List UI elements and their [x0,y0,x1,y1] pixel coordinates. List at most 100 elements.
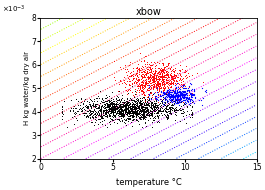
Point [128,105,132,108]
Point [158,109,162,112]
Point [143,84,147,87]
Point [151,106,156,109]
Point [119,99,123,102]
Point [75,110,79,113]
Point [142,58,146,61]
Point [117,109,122,112]
Point [108,102,112,105]
Point [179,82,184,85]
Point [91,103,95,106]
Point [169,75,173,78]
Point [169,112,173,115]
Point [184,113,188,116]
Point [146,68,151,71]
Point [156,98,160,101]
Point [125,117,129,120]
Point [165,84,169,87]
Point [161,82,165,85]
Point [103,106,108,109]
Point [135,111,139,114]
Point [124,110,129,113]
Point [123,85,127,88]
Point [168,93,173,96]
Point [122,102,127,105]
Point [165,90,169,93]
Point [127,109,131,112]
Point [135,104,139,107]
Point [127,101,131,104]
Point [82,113,86,116]
Point [99,105,103,108]
Point [110,103,114,106]
Point [117,98,121,101]
Point [107,120,112,124]
Point [146,81,150,84]
Point [160,78,164,82]
Point [167,97,171,100]
Point [164,115,168,118]
Point [173,82,177,85]
Point [108,123,112,126]
Point [142,93,146,96]
Point [130,112,134,115]
Point [60,111,64,114]
Point [141,85,145,88]
Point [126,102,130,105]
Point [178,95,182,98]
Point [73,113,77,116]
Point [118,78,122,81]
Point [165,90,169,93]
Point [129,112,134,115]
Point [109,102,113,105]
Point [144,61,149,64]
Point [131,106,135,109]
Point [169,97,173,100]
Point [127,117,131,120]
Point [60,115,64,118]
Point [132,111,137,114]
Point [142,110,146,113]
Point [121,113,125,116]
Point [147,68,151,71]
Point [178,96,182,99]
Point [159,80,163,83]
Point [130,110,135,113]
Point [111,109,116,112]
Point [143,64,147,67]
Point [135,103,139,106]
Point [61,113,65,116]
Point [105,104,109,107]
Point [131,72,135,75]
Point [134,113,138,116]
Point [158,74,162,77]
Point [116,117,120,120]
Point [171,99,176,102]
Point [125,113,130,116]
Point [117,118,122,121]
Point [88,113,92,116]
Point [156,84,161,87]
Point [116,107,120,110]
Point [129,73,134,76]
Point [88,116,92,119]
Point [88,109,92,112]
Point [109,111,113,114]
Point [133,89,137,92]
Point [109,107,113,110]
Point [135,69,139,72]
Point [145,70,149,73]
Point [192,94,196,97]
Point [138,101,142,105]
Point [159,104,164,107]
Point [171,82,175,85]
Point [160,82,164,85]
Point [114,96,118,99]
Point [137,85,141,88]
Point [148,70,152,73]
Point [155,114,159,117]
Point [97,103,101,106]
Point [136,99,140,102]
Point [173,75,177,78]
Point [162,93,167,96]
Point [159,89,163,92]
